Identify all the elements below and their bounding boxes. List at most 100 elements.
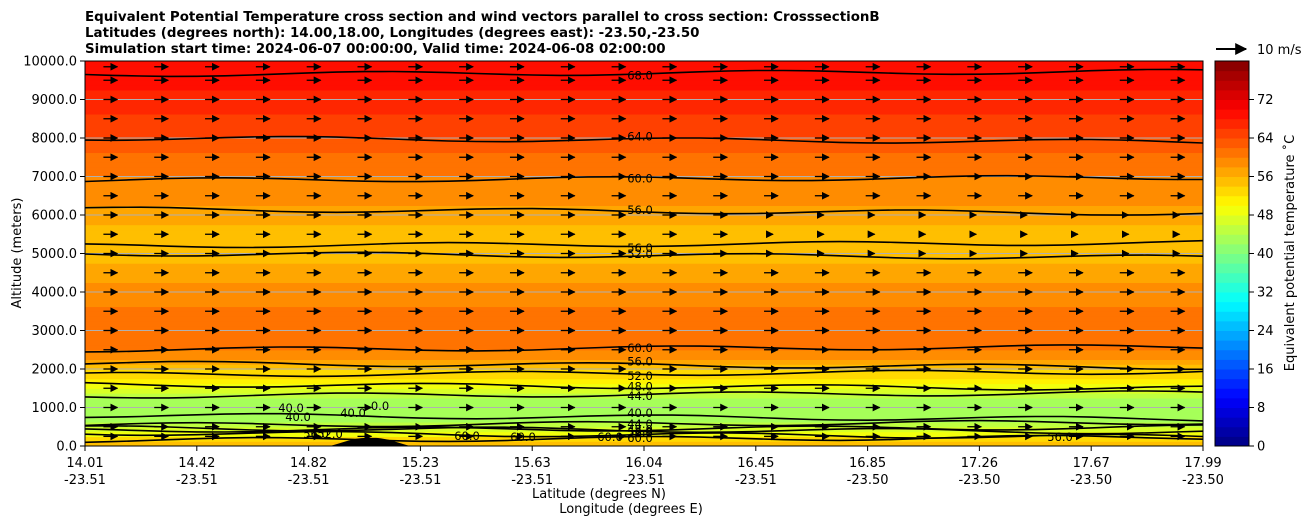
band-fill	[85, 190, 1203, 197]
band-fill	[85, 417, 1203, 423]
band-fill	[85, 75, 1203, 81]
colorbar-swatch	[1215, 282, 1249, 293]
colorbar-swatch	[1215, 99, 1249, 110]
colorbar-swatch	[1215, 138, 1249, 149]
band-fill	[85, 335, 1203, 341]
y-tick-label: 3000.0	[32, 324, 78, 339]
y-tick-label: 5000.0	[32, 247, 78, 262]
plot-area: 68.064.060.056.056.052.060.056.052.048.0…	[84, 60, 1204, 447]
colorbar-tick-label: 40	[1257, 247, 1274, 262]
contour-line	[85, 369, 1203, 378]
colorbar-swatch	[1215, 397, 1249, 408]
colorbar-swatch	[1215, 70, 1249, 81]
band-fill	[85, 219, 1203, 226]
band-fill	[85, 147, 1203, 154]
x-tick-label-lon: -23.51	[64, 473, 106, 488]
contour-line	[85, 360, 1203, 371]
band-fill	[85, 301, 1203, 308]
contour-label: 52.0	[627, 247, 653, 261]
x-tick-label-lon: -23.51	[511, 473, 553, 488]
colorbar-swatch	[1215, 301, 1249, 312]
colorbar-tick-label: 8	[1257, 401, 1265, 416]
band-fill	[85, 80, 1203, 86]
colorbar-swatch	[1215, 388, 1249, 399]
band-fill	[85, 354, 1203, 360]
band-fill	[85, 133, 1203, 139]
x-tick-label-lat: 14.42	[178, 456, 215, 471]
band-fill	[85, 296, 1203, 303]
wind-key: 10 m/s	[1216, 43, 1302, 58]
colorbar-tick-label: 16	[1257, 363, 1274, 378]
band-fill	[85, 109, 1203, 115]
band-fill	[85, 325, 1203, 332]
colorbar-swatch	[1215, 128, 1249, 139]
band-fill	[85, 378, 1203, 385]
colorbar-swatch	[1215, 243, 1249, 254]
contour-inline-label: 0.0	[371, 399, 389, 413]
band-fill	[85, 369, 1203, 375]
x-tick-label-lon: -23.51	[288, 473, 330, 488]
colorbar-swatch	[1215, 378, 1249, 389]
colorbar-swatch	[1215, 215, 1249, 226]
colorbar-swatch	[1215, 166, 1249, 177]
band-fill	[85, 152, 1203, 158]
wind-key-label: 10 m/s	[1257, 43, 1302, 58]
band-fill	[85, 104, 1203, 110]
y-tick-label: 4000.0	[32, 286, 78, 301]
contour-label: 48.0	[627, 380, 653, 394]
contour-label: 64.0	[627, 129, 653, 143]
colorbar-tick-label: 56	[1257, 170, 1274, 185]
band-fill	[85, 113, 1203, 120]
band-fill	[85, 292, 1203, 298]
band-fill	[85, 287, 1203, 293]
colorbar-tick-label: 32	[1257, 286, 1274, 301]
colorbar-swatch	[1215, 89, 1249, 100]
band-fill	[85, 330, 1203, 336]
colorbar-tick-label: 72	[1257, 93, 1274, 108]
x-tick-label-lon: -23.50	[1182, 473, 1224, 488]
band-fill	[85, 195, 1203, 202]
band-fill	[85, 171, 1203, 178]
x-tick-label-lat: 17.26	[961, 456, 998, 471]
contour-inline-label: 60.0	[597, 430, 623, 444]
y-tick-label: 8000.0	[32, 132, 78, 147]
x-tick-label-lat: 15.23	[402, 456, 439, 471]
band-fill	[85, 99, 1203, 105]
band-fill	[85, 61, 1203, 67]
band-fill	[85, 248, 1203, 255]
contour-inline-label: 52.0	[317, 427, 343, 441]
y-tick-label: 7000.0	[32, 170, 78, 185]
colorbar-swatch	[1215, 109, 1249, 120]
colorbar-swatch	[1215, 417, 1249, 428]
gridlines	[85, 60, 1203, 447]
band-fill	[85, 186, 1203, 192]
contour-inline-label: 56.0	[303, 427, 329, 441]
band-fill	[85, 138, 1203, 144]
x-tick-label-lat: 17.67	[1073, 456, 1110, 471]
contour-label: 56.0	[627, 355, 653, 369]
band-fill	[85, 441, 1203, 446]
band-fill	[85, 364, 1203, 370]
colorbar-swatch	[1215, 407, 1249, 418]
contour-line	[85, 424, 1203, 433]
colorbar-swatch	[1215, 426, 1249, 437]
chart-title-line-2: Latitudes (degrees north): 14.00,18.00, …	[85, 26, 700, 41]
y-axis-label: Altitude (meters)	[10, 198, 25, 309]
colorbar-swatch	[1215, 147, 1249, 158]
contour-inline-label: 40.0	[285, 410, 311, 424]
band-fill	[85, 258, 1203, 264]
band-fill	[85, 215, 1203, 221]
colorbar-swatch	[1215, 234, 1249, 245]
contour-line	[85, 251, 1203, 260]
colorbar-swatch	[1215, 205, 1249, 216]
colorbar-swatch	[1215, 436, 1249, 447]
y-tick-label: 1000.0	[32, 401, 78, 416]
colorbar-swatch	[1215, 195, 1249, 206]
band-fill	[85, 65, 1203, 72]
band-fill	[85, 436, 1203, 442]
contour-line	[85, 174, 1203, 183]
band-fill	[85, 239, 1203, 245]
colorbar-swatch	[1215, 311, 1249, 322]
x-tick-label-lat: 17.99	[1184, 456, 1221, 471]
